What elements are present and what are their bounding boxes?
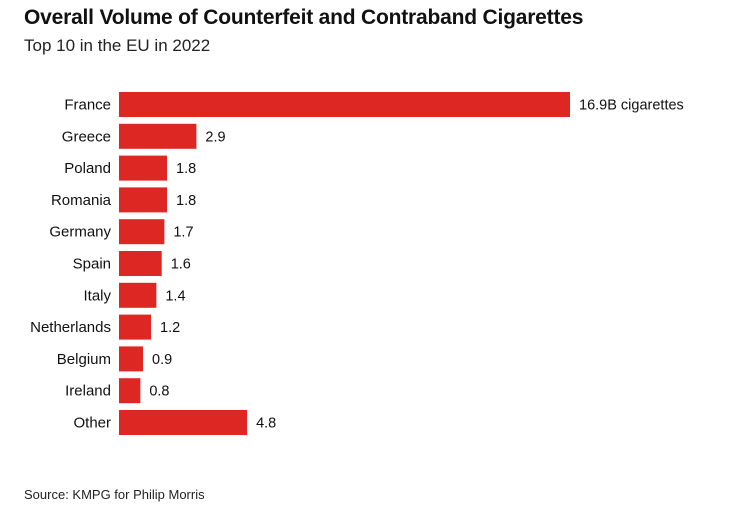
bar [119, 346, 144, 372]
bar [119, 378, 141, 404]
category-label: Poland [64, 160, 111, 177]
bar [119, 155, 168, 181]
value-label: 2.9 [205, 129, 225, 145]
bar [119, 314, 152, 340]
category-label: Greece [62, 128, 111, 145]
value-label: 1.6 [171, 257, 191, 273]
value-label: 1.7 [173, 225, 193, 241]
bar [119, 187, 168, 213]
category-label: Italy [83, 287, 111, 304]
value-label: 1.8 [176, 193, 196, 209]
category-label: Netherlands [30, 319, 111, 336]
value-label: 1.2 [160, 320, 180, 336]
category-label: Other [73, 415, 111, 432]
category-label: Belgium [57, 351, 111, 368]
bar [119, 123, 197, 149]
bar [119, 410, 248, 435]
category-label: Romania [51, 192, 112, 209]
bar [119, 251, 162, 276]
chart-title: Overall Volume of Counterfeit and Contra… [24, 6, 584, 29]
bar [119, 282, 157, 308]
value-label: 1.8 [176, 161, 196, 177]
value-label: 4.8 [256, 416, 276, 432]
value-label: 1.4 [165, 288, 185, 304]
source-note: Source: KMPG for Philip Morris [24, 487, 205, 502]
chart-subtitle: Top 10 in the EU in 2022 [24, 36, 211, 55]
category-label: France [64, 97, 111, 114]
bar [119, 219, 165, 245]
category-label: Germany [49, 224, 111, 241]
value-label: 0.9 [152, 352, 172, 368]
value-label: 0.8 [149, 384, 169, 400]
bar [119, 92, 570, 117]
category-label: Ireland [65, 383, 111, 400]
value-label: 16.9B cigarettes [579, 98, 684, 114]
category-label: Spain [73, 256, 111, 273]
